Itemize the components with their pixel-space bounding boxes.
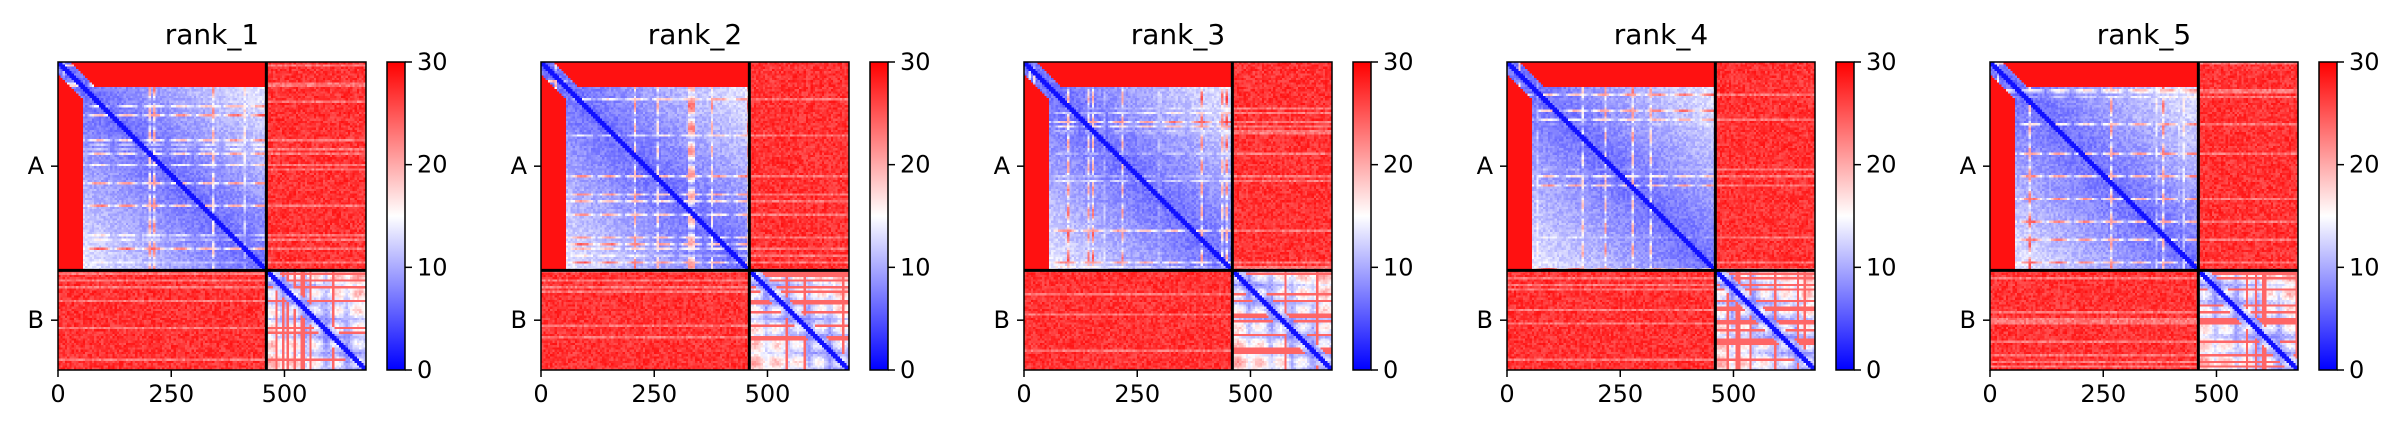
colorbar-tick-label: 0	[417, 356, 432, 384]
x-tick-label: 500	[262, 380, 308, 408]
chain-label-b: B	[994, 306, 1010, 334]
colorbar	[869, 61, 889, 371]
colorbar-tick-label: 0	[2349, 356, 2364, 384]
x-tick-label: 250	[148, 380, 194, 408]
panel-title: rank_2	[648, 18, 742, 51]
colorbar-tick-label: 10	[1383, 253, 1414, 281]
x-tick-label: 500	[2194, 380, 2240, 408]
chain-label-b: B	[1477, 306, 1493, 334]
colorbar-tick-label: 10	[2349, 253, 2380, 281]
plot-frame	[1506, 61, 1816, 371]
heatmap-image	[1990, 62, 2298, 370]
x-tick-label: 250	[631, 380, 677, 408]
colorbar-tick-label: 0	[900, 356, 915, 384]
colorbar-tick-label: 30	[900, 48, 931, 76]
colorbar-tick-label: 20	[900, 151, 931, 179]
chain-label-b: B	[28, 306, 44, 334]
x-tick-label: 250	[1114, 380, 1160, 408]
colorbar-tick-label: 20	[417, 151, 448, 179]
chain-label-a: A	[1960, 152, 1977, 180]
colorbar-tick-label: 20	[2349, 151, 2380, 179]
x-tick-label: 500	[1228, 380, 1274, 408]
colorbar-tick-label: 0	[1383, 356, 1398, 384]
colorbar-tick-label: 30	[1383, 48, 1414, 76]
panel-1: rank_1 0 250 500 A B 0 10 20 30	[28, 18, 448, 408]
x-tick-label: 0	[533, 380, 548, 408]
x-tick-label: 0	[1499, 380, 1514, 408]
colorbar-tick-label: 10	[1866, 253, 1897, 281]
chain-label-a: A	[511, 152, 528, 180]
panel-title: rank_3	[1131, 18, 1225, 51]
panel-title: rank_1	[165, 18, 259, 51]
heatmap-image	[1024, 62, 1332, 370]
panel-2: rank_2 0 250 500 A B 0 10 20 30	[511, 18, 931, 408]
chain-label-b: B	[1960, 306, 1976, 334]
panel-title: rank_4	[1614, 18, 1708, 51]
colorbar-tick-label: 20	[1383, 151, 1414, 179]
heatmap-image	[1507, 62, 1815, 370]
x-tick-label: 0	[1016, 380, 1031, 408]
panel-4: rank_4 0 250 500 A B 0 10 20 30	[1477, 18, 1897, 408]
plot-frame	[1989, 61, 2299, 371]
plot-frame	[57, 61, 367, 371]
colorbar-tick-label: 30	[2349, 48, 2380, 76]
colorbar	[2318, 61, 2338, 371]
colorbar	[1352, 61, 1372, 371]
colorbar	[386, 61, 406, 371]
colorbar-tick-label: 30	[1866, 48, 1897, 76]
plot-frame	[1023, 61, 1333, 371]
x-tick-label: 500	[1711, 380, 1757, 408]
heatmap-image	[58, 62, 366, 370]
colorbar-tick-label: 0	[1866, 356, 1881, 384]
x-tick-label: 250	[2080, 380, 2126, 408]
chain-label-a: A	[28, 152, 45, 180]
x-tick-label: 0	[50, 380, 65, 408]
colorbar-tick-label: 30	[417, 48, 448, 76]
colorbar-tick-label: 10	[417, 253, 448, 281]
panel-3: rank_3 0 250 500 A B 0 10 20 30	[994, 18, 1414, 408]
plot-frame	[540, 61, 850, 371]
chain-label-a: A	[1477, 152, 1494, 180]
heatmap-image	[541, 62, 849, 370]
colorbar-tick-label: 10	[900, 253, 931, 281]
x-tick-label: 250	[1597, 380, 1643, 408]
colorbar	[1835, 61, 1855, 371]
panel-title: rank_5	[2097, 18, 2191, 51]
chain-label-a: A	[994, 152, 1011, 180]
panel-5: rank_5 0 250 500 A B 0 10 20 30	[1960, 18, 2380, 408]
x-tick-label: 500	[745, 380, 791, 408]
x-tick-label: 0	[1982, 380, 1997, 408]
chain-label-b: B	[511, 306, 527, 334]
colorbar-tick-label: 20	[1866, 151, 1897, 179]
